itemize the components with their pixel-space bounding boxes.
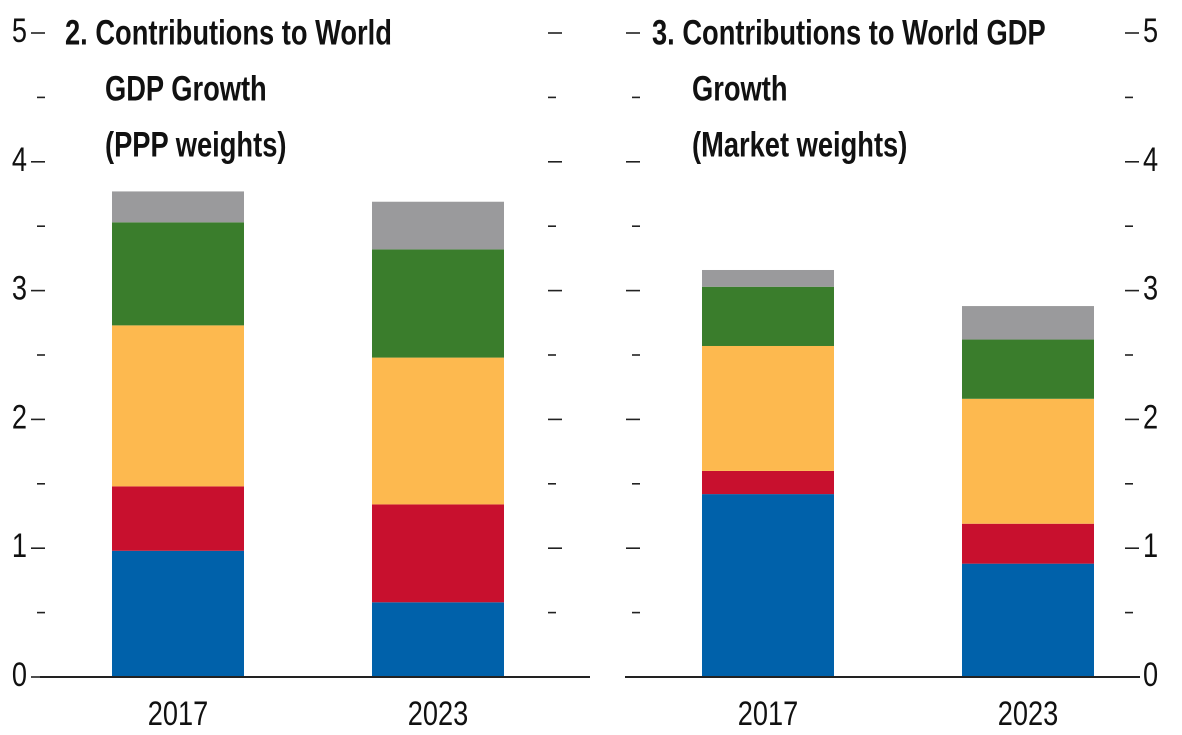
bar-segment	[112, 191, 244, 223]
bar-segment	[962, 523, 1094, 564]
bar-segment	[702, 494, 834, 677]
x-tick-label: 2017	[148, 694, 208, 733]
bar-segment	[372, 357, 504, 505]
panel-title: 2. Contributions to World	[65, 13, 392, 52]
y-tick-label: 4	[1143, 140, 1158, 179]
y-tick-label: 4	[12, 140, 27, 179]
bar-segment	[372, 201, 504, 250]
x-tick-label: 2023	[408, 694, 468, 733]
bar-segment	[702, 345, 834, 471]
panel-title: 3. Contributions to World GDP	[652, 13, 1046, 52]
y-tick-label: 1	[1143, 526, 1158, 565]
panel-title: (PPP weights)	[105, 125, 286, 164]
y-tick-label: 3	[1143, 269, 1158, 308]
y-tick-label: 0	[12, 655, 27, 694]
bar-segment	[702, 286, 834, 346]
bar-segment	[962, 339, 1094, 399]
bar-segment	[702, 470, 834, 495]
bar-segment	[112, 550, 244, 677]
x-tick-label: 2017	[738, 694, 798, 733]
x-tick-label: 2023	[998, 694, 1058, 733]
y-tick-label: 2	[12, 397, 27, 436]
y-tick-label: 5	[12, 11, 27, 50]
bar-segment	[702, 269, 834, 287]
y-tick-label: 5	[1143, 11, 1158, 50]
bar-segment	[112, 486, 244, 551]
panel-title: Growth	[692, 69, 788, 108]
bar-segment	[962, 306, 1094, 340]
panel-title: GDP Growth	[105, 69, 267, 108]
bar-segment	[962, 563, 1094, 677]
y-tick-label: 2	[1143, 397, 1158, 436]
bar-segment	[112, 222, 244, 326]
y-tick-label: 1	[12, 526, 27, 565]
bar-segment	[372, 602, 504, 677]
bar-segment	[962, 398, 1094, 524]
bar-segment	[112, 325, 244, 487]
bar-segment	[372, 504, 504, 603]
panel-title: (Market weights)	[692, 125, 907, 164]
y-tick-label: 0	[1143, 655, 1158, 694]
bar-segment	[372, 249, 504, 358]
y-tick-label: 3	[12, 269, 27, 308]
